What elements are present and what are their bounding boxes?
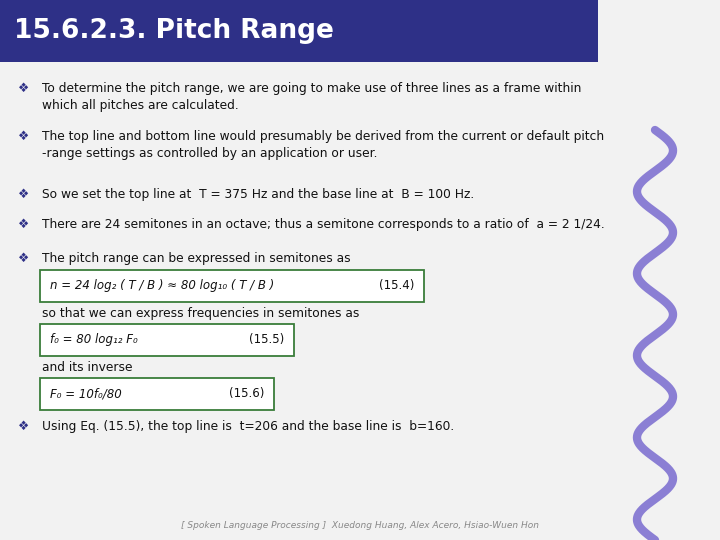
FancyBboxPatch shape — [40, 378, 274, 410]
FancyBboxPatch shape — [40, 270, 424, 302]
Text: ❖: ❖ — [18, 130, 30, 143]
Text: n = 24 log₂ ( T / B ) ≈ 80 log₁₀ ( T / B ): n = 24 log₂ ( T / B ) ≈ 80 log₁₀ ( T / B… — [50, 280, 274, 293]
Bar — [0, 0, 598, 62]
Text: ❖: ❖ — [18, 82, 30, 95]
Text: 15.6.2.3. Pitch Range: 15.6.2.3. Pitch Range — [14, 18, 334, 44]
Text: ❖: ❖ — [18, 188, 30, 201]
Text: The top line and bottom line would presumably be derived from the current or def: The top line and bottom line would presu… — [42, 130, 604, 160]
Text: So we set the top line at  T = 375 Hz and the base line at  B = 100 Hz.: So we set the top line at T = 375 Hz and… — [42, 188, 474, 201]
Text: ❖: ❖ — [18, 218, 30, 231]
Text: (15.5): (15.5) — [248, 334, 284, 347]
Text: (15.6): (15.6) — [229, 388, 264, 401]
Text: F₀ = 10f₀/80: F₀ = 10f₀/80 — [50, 388, 122, 401]
Text: f₀ = 80 log₁₂ F₀: f₀ = 80 log₁₂ F₀ — [50, 334, 138, 347]
FancyBboxPatch shape — [40, 324, 294, 356]
Text: ❖: ❖ — [18, 420, 30, 433]
Text: There are 24 semitones in an octave; thus a semitone corresponds to a ratio of  : There are 24 semitones in an octave; thu… — [42, 218, 605, 231]
Text: [ Spoken Language Processing ]  Xuedong Huang, Alex Acero, Hsiao-Wuen Hon: [ Spoken Language Processing ] Xuedong H… — [181, 521, 539, 530]
Text: Using Eq. (15.5), the top line is  t=206 and the base line is  b=160.: Using Eq. (15.5), the top line is t=206 … — [42, 420, 454, 433]
Text: so that we can express frequencies in semitones as: so that we can express frequencies in se… — [42, 307, 359, 320]
Text: To determine the pitch range, we are going to make use of three lines as a frame: To determine the pitch range, we are goi… — [42, 82, 581, 112]
Text: ❖: ❖ — [18, 252, 30, 265]
Text: The pitch range can be expressed in semitones as: The pitch range can be expressed in semi… — [42, 252, 351, 265]
Text: and its inverse: and its inverse — [42, 361, 132, 374]
Text: (15.4): (15.4) — [379, 280, 414, 293]
